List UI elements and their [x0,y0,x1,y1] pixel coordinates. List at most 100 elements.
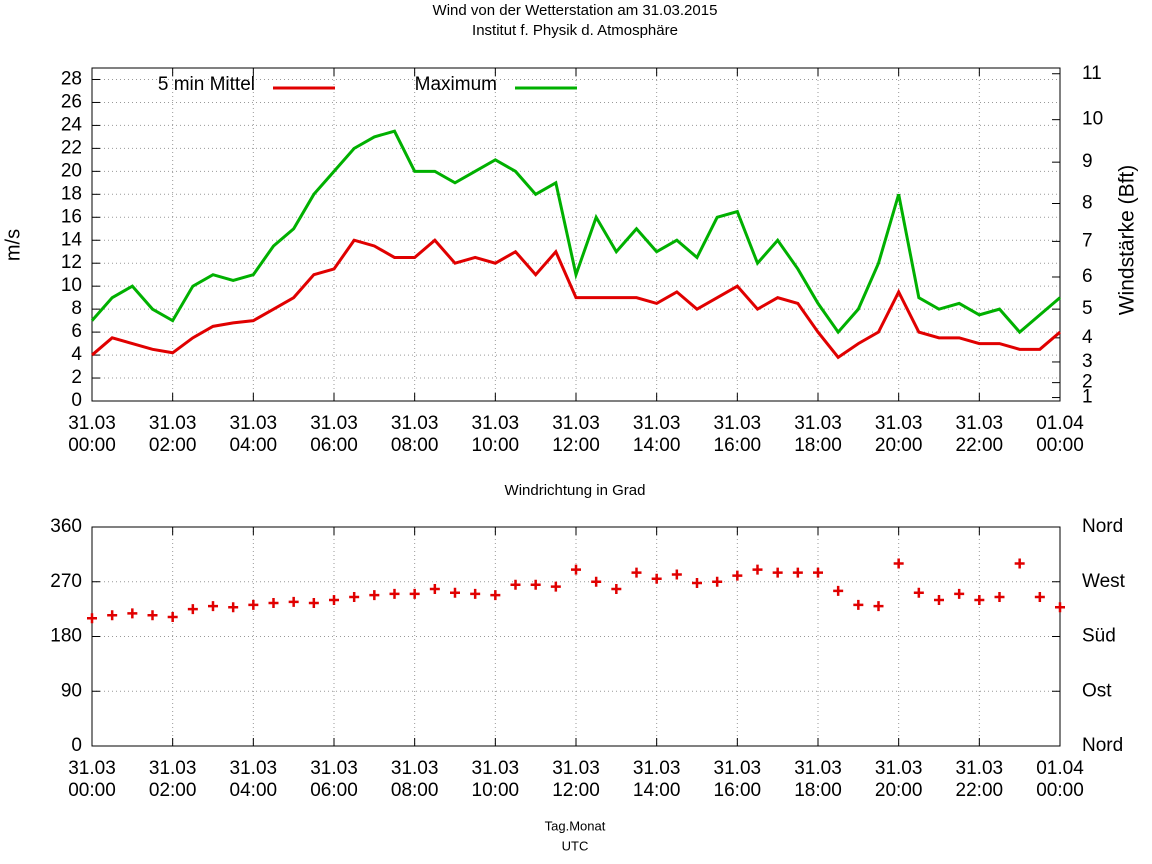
panel-title: Windrichtung in Grad [505,482,646,499]
data-point [631,567,642,578]
data-point [550,581,561,592]
y-tick-label: 22 [61,137,82,158]
x-tick-label: 31.03 06:00 [310,758,358,801]
data-point [288,596,299,607]
data-point [450,587,460,598]
x-axis-unit: UTC [562,838,589,853]
y2-tick-label: 1 [1082,387,1093,408]
y-tick-label: 270 [50,571,82,592]
x-tick-label: 31.03 20:00 [874,758,923,801]
y2-tick-label: 3 [1082,351,1093,372]
y2-tick-label: Ost [1082,680,1112,701]
data-point [752,564,763,575]
x-tick-label: 31.03 12:00 [552,758,600,801]
data-point [147,610,158,621]
series-line [90,129,1061,335]
data-point [87,613,97,624]
y2-tick-label: West [1082,571,1126,592]
y2-tick-label: Nord [1082,735,1123,756]
legend-label: 5 min Mittel [158,74,255,95]
data-point [1034,591,1045,602]
data-point [571,564,581,575]
data-point [248,599,259,610]
x-tick-label: 31.03 20:00 [874,413,923,456]
y-tick-label: 14 [61,229,83,250]
data-point [772,567,783,578]
data-point [268,598,279,609]
x-tick-label: 31.03 16:00 [713,758,762,801]
data-point [954,588,965,599]
y-tick-label: 0 [71,735,82,756]
y-tick-label: 0 [71,390,82,411]
data-point [671,569,682,580]
y-tick-label: 360 [50,516,82,537]
y-tick-label: 24 [61,114,83,135]
y2-tick-label: 4 [1082,327,1093,348]
data-point [187,604,198,615]
data-point [692,577,702,588]
data-point [893,558,904,569]
data-point [127,608,138,619]
data-point [1014,558,1025,569]
data-point [651,573,662,584]
x-tick-label: 31.03 04:00 [229,413,278,456]
x-tick-label: 31.03 10:00 [471,758,520,801]
x-tick-label: 31.03 00:00 [68,758,116,801]
x-tick-label: 31.03 04:00 [229,758,278,801]
y2-tick-label: 8 [1082,193,1093,214]
y-tick-label: 18 [61,183,82,204]
y-tick-label: 20 [61,160,82,181]
data-point [369,590,380,601]
data-point [1055,602,1065,613]
y-tick-label: 8 [71,298,82,319]
y-tick-label: 90 [61,680,82,701]
x-axis-label: Tag.Monat [545,818,606,833]
y-tick-label: 16 [61,206,82,227]
x-tick-label: 31.03 14:00 [632,413,681,456]
data-point [389,588,400,599]
x-tick-label: 01.04 00:00 [1036,413,1084,456]
x-tick-label: 31.03 16:00 [713,413,762,456]
data-point [934,595,944,605]
y2-tick-label: 10 [1082,109,1103,130]
plot-frame [91,67,1061,402]
y2-tick-label: Süd [1082,626,1116,647]
x-tick-label: 31.03 18:00 [794,758,842,801]
x-tick-label: 01.04 00:00 [1036,758,1084,801]
y-tick-label: 6 [71,321,82,342]
y-tick-label: 10 [61,275,82,296]
legend-label: Maximum [415,74,497,95]
x-tick-label: 31.03 10:00 [471,413,520,456]
data-point [833,585,844,596]
y2-tick-label: 11 [1082,63,1102,84]
data-point [308,598,319,609]
y-tick-label: 180 [50,626,82,647]
x-tick-label: 31.03 08:00 [390,413,439,456]
y-tick-label: 28 [61,68,82,89]
data-point [974,595,985,605]
data-point [429,584,440,595]
y2-tick-label: 7 [1082,230,1093,251]
data-point [329,595,339,605]
data-point [813,567,823,578]
data-point [409,588,420,599]
data-point [208,601,218,612]
x-tick-label: 31.03 12:00 [552,413,600,456]
y2-tick-label: 6 [1082,266,1093,287]
x-tick-label: 31.03 14:00 [632,758,681,801]
y2-tick-label: Nord [1082,516,1123,537]
y-axis-label: m/s [2,229,24,261]
data-point [994,591,1005,602]
x-tick-label: 31.03 02:00 [148,758,197,801]
x-tick-label: 31.03 22:00 [955,758,1004,801]
y-tick-label: 12 [61,252,82,273]
series-line [91,238,1061,360]
y2-tick-label: 9 [1082,151,1093,172]
data-point [591,576,602,587]
data-point [853,599,864,610]
data-point [732,570,743,581]
chart-subtitle: Institut f. Physik d. Atmosphäre [472,22,678,39]
data-point [792,567,803,578]
plot-frame [91,526,1061,747]
